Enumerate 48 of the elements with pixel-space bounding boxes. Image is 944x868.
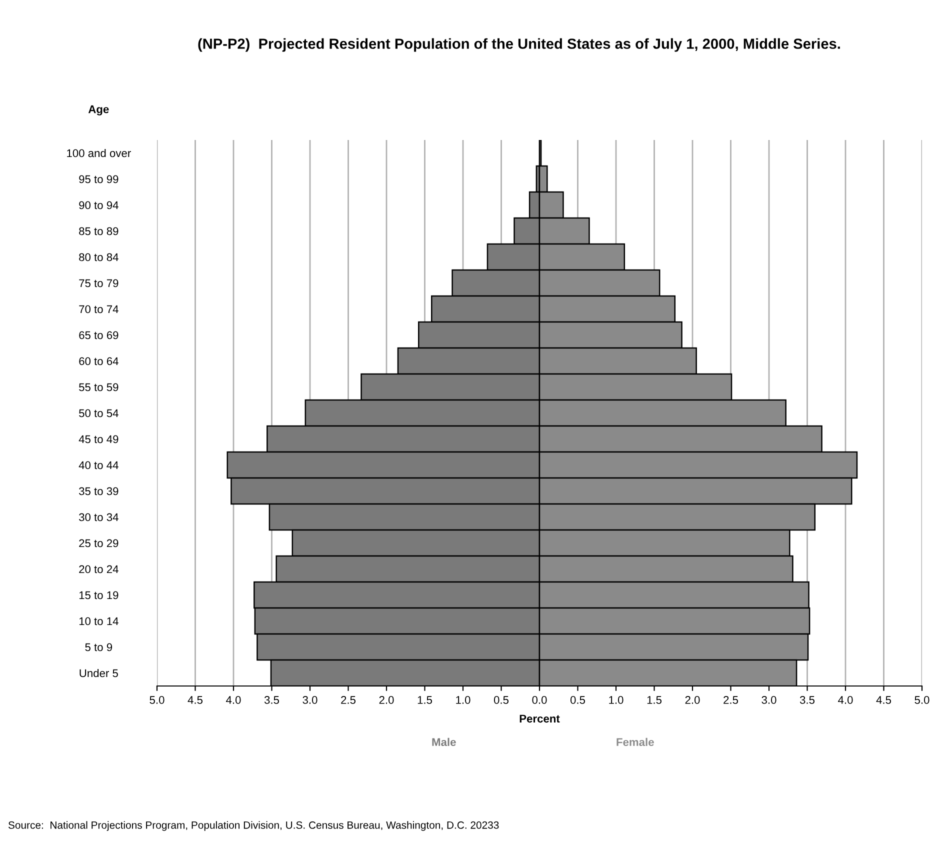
y-tick-label: 50 to 54 [79, 409, 118, 418]
y-tick-label: 60 to 64 [79, 357, 118, 366]
y-tick-label: 65 to 69 [79, 331, 118, 340]
x-tick-label: 3.0 [762, 696, 776, 704]
x-tick-label: 4.0 [838, 696, 853, 704]
x-tick-label: 3.0 [302, 696, 318, 704]
x-axis-title: Percent [520, 714, 560, 723]
x-tick-label: 2.5 [724, 696, 738, 704]
y-tick-label: 35 to 39 [79, 487, 118, 496]
x-tick-label: 0.0 [532, 696, 547, 704]
y-tick-label: 25 to 29 [79, 539, 118, 548]
x-tick-label: 5.0 [914, 696, 930, 704]
y-tick-label: 75 to 79 [79, 279, 118, 288]
y-tick-label: Under 5 [80, 668, 118, 678]
y-tick-label: 20 to 24 [79, 565, 118, 574]
text: Female [616, 738, 654, 746]
x-tick-label: 2.0 [379, 696, 394, 704]
y-tick-label: 15 to 19 [79, 591, 118, 600]
y-tick-label: 5 to 9 [85, 643, 112, 652]
y-tick-label: 95 to 99 [79, 175, 118, 184]
x-tick-label: 5.0 [150, 696, 164, 704]
x-tick-label: 1.5 [647, 696, 662, 704]
x-tick-label: 1.5 [418, 696, 432, 704]
y-tick-label: 85 to 89 [79, 227, 118, 236]
x-tick-label: 0.5 [494, 696, 509, 704]
x-tick-label: 1.0 [609, 696, 624, 704]
y-tick-label: 40 to 44 [78, 461, 118, 470]
y-tick-label: 90 to 94 [79, 201, 118, 210]
y-axis-title: Age [88, 105, 109, 116]
x-tick-label: 2.5 [341, 696, 356, 704]
y-tick-label: 10 to 14 [79, 617, 118, 626]
x-tick-label: 3.5 [800, 696, 815, 704]
x-tick-label: 0.5 [570, 696, 586, 704]
x-tick-label: 1.0 [456, 696, 470, 704]
y-tick-label: 70 to 74 [79, 305, 118, 314]
text: Male [432, 738, 456, 746]
x-tick-label: 2.0 [685, 696, 700, 704]
y-tick-label: 30 to 34 [79, 513, 118, 522]
y-tick-label: 80 to 84 [79, 253, 118, 262]
source-note: Source: National Projections Program, Population Division, U.S. Census Bureau, Washington, D.C. 20233 [8, 821, 499, 831]
chart-title: (NP-P2) Projected Resident Population of the United States as of July 1, 2000, Middle Series. [198, 38, 840, 52]
y-tick-label: 55 to 59 [79, 383, 118, 392]
y-tick-label: 45 to 49 [78, 435, 118, 444]
x-tick-label: 4.5 [188, 696, 203, 704]
y-tick-label: 100 and over [67, 148, 131, 158]
x-tick-label: 4.5 [876, 696, 892, 704]
x-tick-label: 4.0 [226, 696, 241, 704]
x-tick-label: 3.5 [264, 696, 280, 704]
